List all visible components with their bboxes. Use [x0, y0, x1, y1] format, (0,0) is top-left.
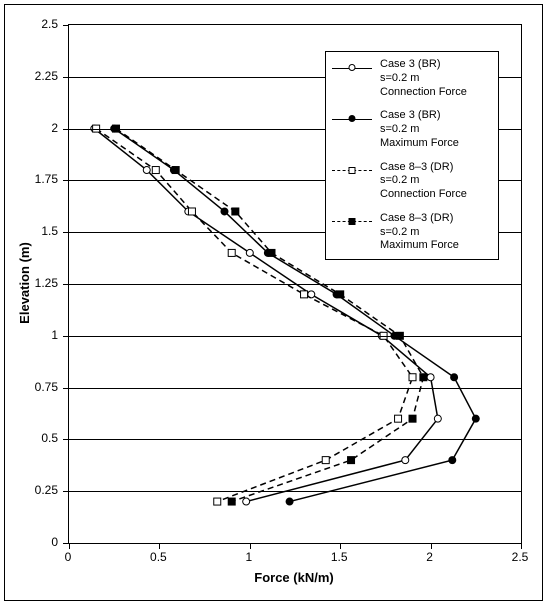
y-tick-label: 2.5	[41, 17, 58, 31]
data-marker	[427, 374, 434, 381]
x-tick-label: 0	[65, 550, 72, 564]
tick-y	[63, 388, 69, 389]
x-tick-label: 0.5	[150, 550, 167, 564]
y-tick-label: 1.5	[41, 224, 58, 238]
x-axis-tick-labels: 00.511.522.5	[68, 546, 520, 566]
tick-y	[63, 180, 69, 181]
data-marker	[232, 208, 239, 215]
tick-y	[63, 25, 69, 26]
y-tick-label: 1	[51, 328, 58, 342]
data-marker	[449, 457, 456, 464]
circle-marker-icon	[349, 115, 356, 122]
data-marker	[409, 415, 416, 422]
tick-y	[63, 232, 69, 233]
y-tick-label: 0	[51, 535, 58, 549]
legend-swatch	[332, 62, 372, 74]
grid-line-h	[69, 336, 521, 337]
tick-y	[63, 129, 69, 130]
data-marker	[395, 415, 402, 422]
legend-label: Case 3 (BR) s=0.2 m Connection Force	[380, 58, 467, 99]
data-marker	[322, 457, 329, 464]
grid-line-h	[69, 284, 521, 285]
plot-area: Case 3 (BR) s=0.2 m Connection Force Case…	[68, 24, 522, 544]
y-axis-title: Elevation (m)	[17, 242, 32, 324]
legend-item: Case 3 (BR) s=0.2 m Maximum Force	[332, 109, 492, 150]
x-tick-label: 2.5	[512, 550, 529, 564]
data-marker	[286, 498, 293, 505]
grid-line-h	[69, 491, 521, 492]
data-marker	[268, 249, 275, 256]
x-tick-label: 1.5	[331, 550, 348, 564]
data-marker	[402, 457, 409, 464]
data-marker	[172, 167, 179, 174]
square-marker-icon	[349, 167, 356, 174]
tick-y	[63, 491, 69, 492]
data-marker	[221, 208, 228, 215]
chart-container: Case 3 (BR) s=0.2 m Connection Force Case…	[0, 0, 547, 605]
tick-y	[63, 77, 69, 78]
legend-swatch	[332, 113, 372, 125]
grid-line-h	[69, 439, 521, 440]
data-marker	[228, 498, 235, 505]
y-tick-label: 2.25	[35, 69, 58, 83]
circle-marker-icon	[349, 64, 356, 71]
tick-y	[63, 336, 69, 337]
legend-item: Case 3 (BR) s=0.2 m Connection Force	[332, 58, 492, 99]
data-marker	[188, 208, 195, 215]
x-axis-title: Force (kN/m)	[254, 570, 333, 585]
data-marker	[434, 415, 441, 422]
data-marker	[337, 291, 344, 298]
legend-swatch	[332, 216, 372, 228]
data-marker	[420, 374, 427, 381]
y-tick-label: 0.25	[35, 483, 58, 497]
legend-swatch	[332, 165, 372, 177]
data-marker	[301, 291, 308, 298]
data-marker	[143, 167, 150, 174]
legend: Case 3 (BR) s=0.2 m Connection Force Case…	[325, 51, 499, 260]
legend-item: Case 8–3 (DR) s=0.2 m Connection Force	[332, 161, 492, 202]
data-marker	[214, 498, 221, 505]
data-marker	[451, 374, 458, 381]
y-tick-label: 0.5	[41, 431, 58, 445]
data-marker	[243, 498, 250, 505]
y-tick-label: 2	[51, 121, 58, 135]
data-marker	[409, 374, 416, 381]
legend-label: Case 8–3 (DR) s=0.2 m Maximum Force	[380, 212, 459, 253]
data-marker	[228, 249, 235, 256]
y-tick-label: 1.75	[35, 172, 58, 186]
data-marker	[246, 249, 253, 256]
legend-label: Case 8–3 (DR) s=0.2 m Connection Force	[380, 161, 467, 202]
legend-item: Case 8–3 (DR) s=0.2 m Maximum Force	[332, 212, 492, 253]
x-tick-label: 2	[426, 550, 433, 564]
data-marker	[348, 457, 355, 464]
legend-label: Case 3 (BR) s=0.2 m Maximum Force	[380, 109, 459, 150]
tick-x	[521, 543, 522, 549]
tick-y	[63, 439, 69, 440]
grid-line-h	[69, 388, 521, 389]
tick-y	[63, 284, 69, 285]
y-tick-label: 0.75	[35, 380, 58, 394]
x-tick-label: 1	[245, 550, 252, 564]
data-marker	[152, 167, 159, 174]
data-marker	[472, 415, 479, 422]
square-marker-icon	[349, 218, 356, 225]
y-tick-label: 1.25	[35, 276, 58, 290]
